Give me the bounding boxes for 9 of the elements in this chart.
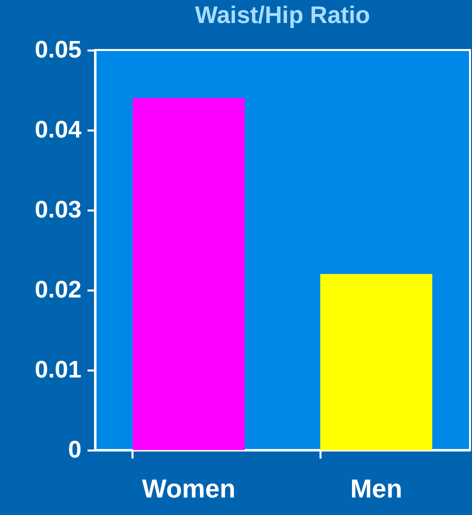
- y-tick-label: 0.01: [34, 356, 82, 384]
- x-tick-label: Women: [142, 474, 236, 504]
- y-tick-label: 0: [68, 436, 82, 464]
- y-tick-label: 0.05: [34, 36, 82, 64]
- chart-title: Waist/Hip Ratio: [194, 2, 370, 29]
- y-tick-label: 0.02: [34, 276, 82, 304]
- y-tick-label: 0.03: [34, 196, 82, 224]
- x-tick-label: Men: [350, 474, 402, 504]
- y-tick-label: 0.04: [34, 116, 82, 144]
